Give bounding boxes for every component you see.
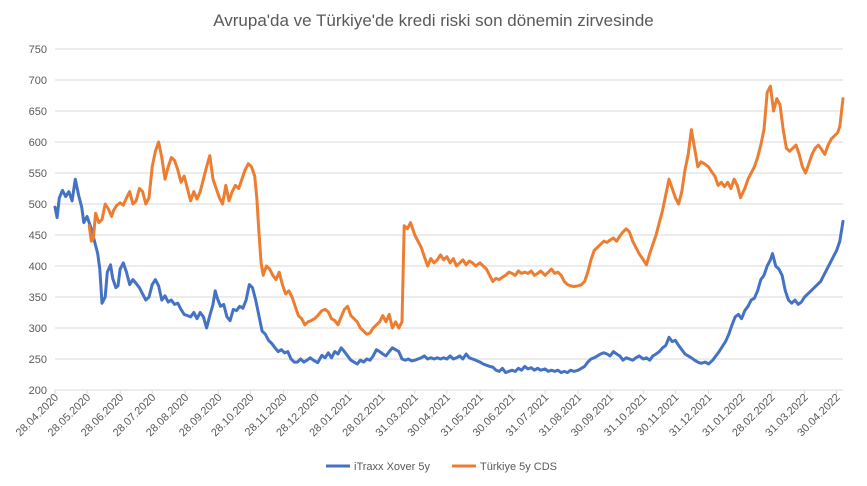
y-tick-label: 550 — [29, 168, 47, 180]
y-tick-label: 700 — [29, 75, 47, 87]
y-tick-label: 450 — [29, 230, 47, 242]
y-tick-label: 300 — [29, 323, 47, 335]
y-tick-label: 350 — [29, 292, 47, 304]
y-tick-label: 600 — [29, 137, 47, 149]
y-tick-label: 400 — [29, 261, 47, 273]
y-tick-label: 650 — [29, 106, 47, 118]
legend: iTraxx Xover 5y Türkiye 5y CDS — [326, 461, 557, 473]
legend-label-itraxx: iTraxx Xover 5y — [354, 461, 431, 473]
legend-label-turkiye-cds: Türkiye 5y CDS — [480, 461, 557, 473]
y-tick-label: 200 — [29, 385, 47, 397]
series-line-0 — [53, 177, 845, 375]
y-tick-label: 250 — [29, 354, 47, 366]
series-line-1 — [87, 84, 845, 336]
chart-title: Avrupa'da ve Türkiye'de kredi riski son … — [213, 11, 654, 30]
x-axis-ticks: 28.04.202028.05.202028.06.202028.07.2020… — [14, 390, 843, 439]
y-tick-label: 500 — [29, 199, 47, 211]
y-axis-ticks: 200 250 300 350 400 450 500 550 600 650 700 750 — [29, 44, 47, 397]
y-tick-label: 750 — [29, 44, 47, 56]
gridlines — [55, 48, 843, 391]
series-lines — [53, 84, 845, 375]
